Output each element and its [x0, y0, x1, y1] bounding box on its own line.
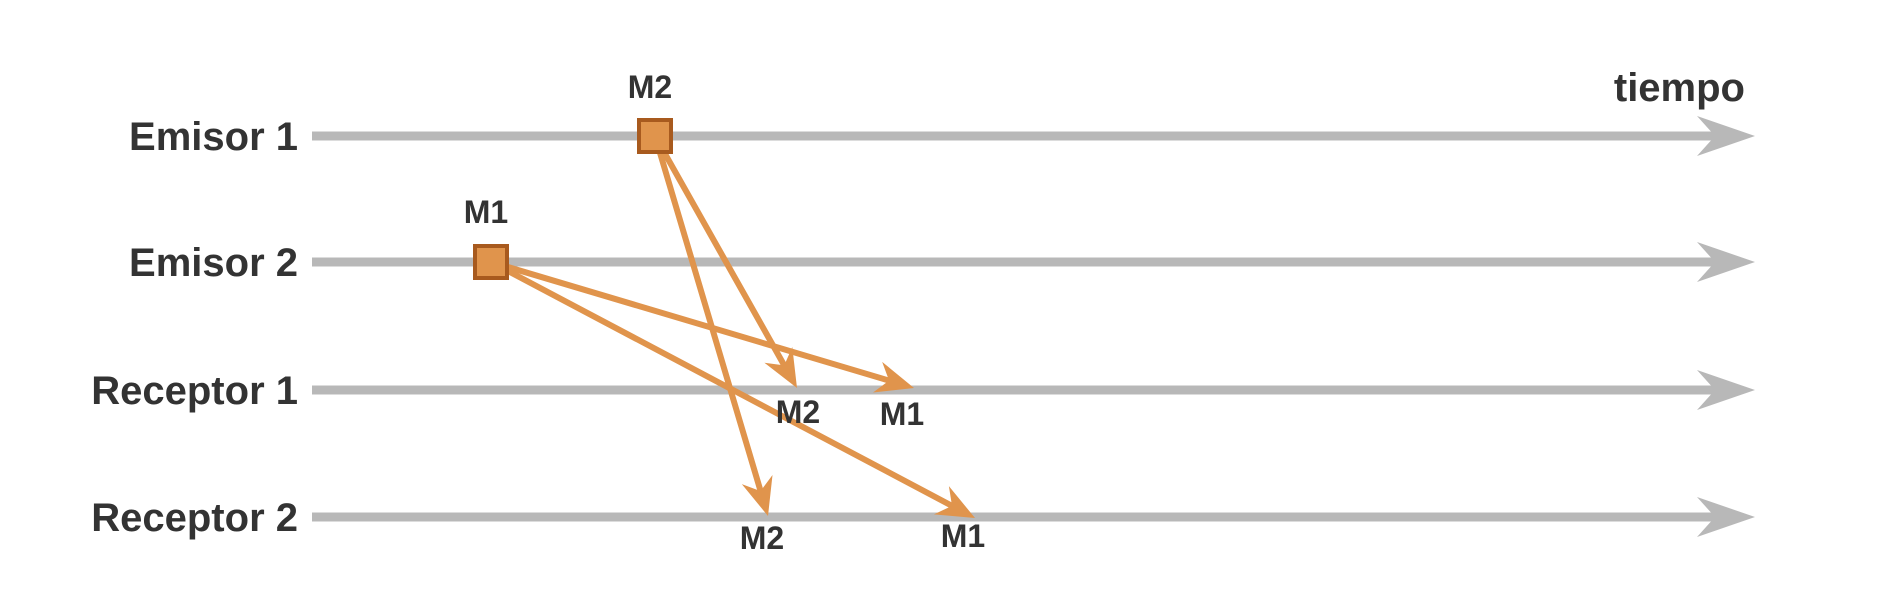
send-events — [473, 118, 673, 280]
lane-label-receptor-2: Receptor 2 — [91, 496, 298, 540]
timeline-arrowhead-icon — [1697, 497, 1755, 537]
timeline-arrowhead-icon — [1697, 370, 1755, 410]
arrowhead-icon — [933, 486, 975, 518]
arrowhead-icon — [741, 475, 773, 516]
delivery-label-m2-receptor-1: M2 — [776, 394, 820, 430]
labels: Emisor 1 Emisor 2 Receptor 1 Receptor 2 M2 M1… — [91, 69, 985, 556]
delivery-label-m1-receptor-2: M1 — [941, 518, 985, 554]
delivery-label-m1-receptor-1: M1 — [880, 396, 924, 432]
send-label-m1: M1 — [464, 194, 508, 230]
delivery-label-m2-receptor-2: M2 — [740, 520, 784, 556]
message-arrows — [488, 133, 975, 518]
lane-label-emisor-2: Emisor 2 — [129, 241, 298, 285]
message-arrow-m2-to-receptor-2 — [652, 133, 764, 495]
timeline-arrowhead-icon — [1697, 242, 1755, 282]
message-arrow-m1-to-receptor-1 — [488, 259, 893, 384]
message-arrow-m1-to-receptor-2 — [488, 259, 956, 509]
arrowhead-icon — [764, 347, 797, 388]
lane-label-emisor-1: Emisor 1 — [129, 115, 298, 159]
lane-label-receptor-1: Receptor 1 — [91, 369, 298, 413]
send-label-m2: M2 — [628, 69, 672, 105]
message-arrow-m2-to-receptor-1 — [652, 133, 788, 369]
send-event-m2 — [637, 118, 673, 154]
arrowhead-icon — [873, 361, 914, 393]
send-event-m1 — [473, 244, 509, 280]
timelines — [312, 116, 1755, 537]
timeline-arrowhead-icon — [1697, 116, 1755, 156]
time-axis-label: tiempo — [1614, 66, 1745, 110]
